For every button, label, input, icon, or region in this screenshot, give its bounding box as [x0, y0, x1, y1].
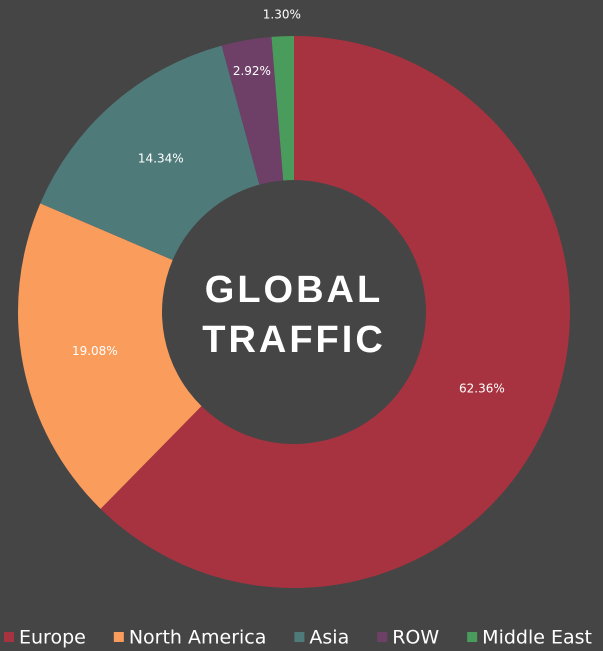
legend-label: Asia [309, 627, 349, 649]
legend-swatch [467, 632, 478, 642]
center-title: TRAFFIC [202, 319, 386, 361]
donut-slice [40, 45, 260, 261]
legend-label: Middle East [482, 627, 592, 649]
legend-swatch [4, 632, 14, 642]
donut-slice [221, 36, 284, 185]
legend-swatch [113, 632, 124, 642]
legend-label: Europe [19, 627, 86, 649]
legend-swatch [294, 632, 305, 642]
donut-slice [100, 36, 570, 588]
legend-label: North America [129, 627, 267, 649]
legend-swatch [377, 632, 388, 642]
value-label: 2.92% [233, 64, 271, 78]
value-label: 62.36% [459, 381, 505, 395]
value-label: 14.34% [138, 151, 184, 165]
donut-slice [271, 36, 294, 181]
value-label: 1.30% [263, 8, 301, 22]
value-label: 19.08% [72, 344, 118, 358]
donut-slice [17, 203, 202, 509]
legend-label: ROW [392, 627, 439, 649]
center-title: GLOBAL [205, 269, 383, 311]
